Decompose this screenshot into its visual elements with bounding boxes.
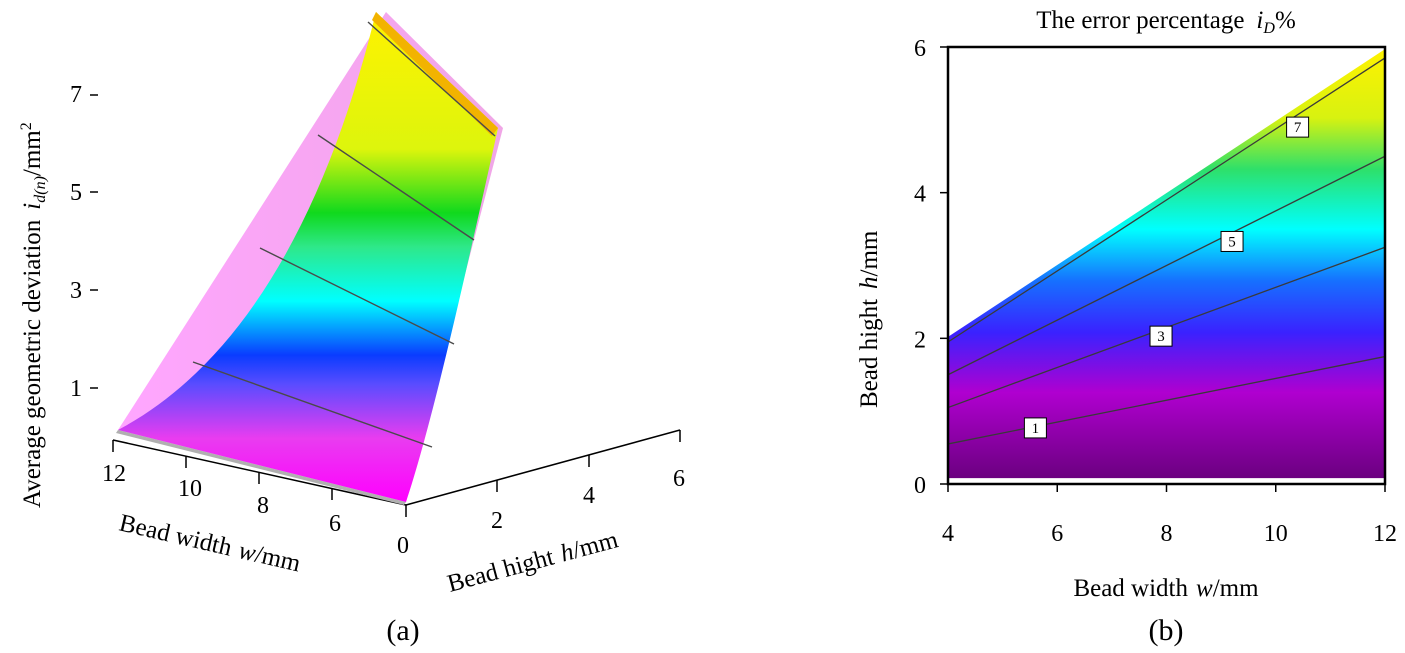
panel-a-caption: (a): [386, 614, 419, 647]
surface-contour-3: [317, 134, 475, 241]
surface-contour-2: [259, 247, 455, 345]
x-axis-title: Bead width w/mm: [1073, 575, 1259, 602]
contour-label-box-5: [1220, 230, 1244, 252]
x-axis-title-unit: /mm: [1213, 575, 1259, 602]
z-tick-labels: 1 3 5 7: [70, 82, 82, 402]
x-tick-label-6: 6: [1051, 521, 1063, 547]
surface-contour-4: [367, 21, 496, 137]
z-axis-title-sup: 2: [18, 122, 35, 130]
w-tick-10: 10: [178, 476, 202, 502]
y-axis-title-unit: /mm: [856, 230, 883, 276]
h-tick-4: 4: [583, 483, 595, 509]
y-tick-label-2: 2: [914, 327, 926, 353]
contour-title-var: i: [1256, 7, 1263, 34]
contour-line-7: [948, 57, 1385, 343]
z-tick-5: 5: [70, 180, 82, 206]
y-axis-title: Bead hight h/mm: [856, 230, 883, 408]
z-axis-title-sub: d(n): [32, 176, 49, 203]
h-tick-0: 0: [397, 533, 409, 559]
contour-title: The error percentage iD%: [1036, 7, 1296, 37]
z-axis-ticks: [90, 94, 98, 389]
w-tick-12: 12: [102, 461, 126, 487]
contour-label-box-3: [1149, 325, 1173, 347]
h-tick-6: 6: [673, 466, 685, 492]
w-tick-6: 6: [329, 511, 341, 537]
h-tick-labels: 0 2 4 6: [397, 466, 685, 559]
contour-title-prefix: The error percentage: [1036, 7, 1244, 34]
y-tick-label-6: 6: [914, 36, 926, 62]
x-tick-label-10: 10: [1264, 521, 1288, 547]
w-axis-title: Bead widthw/mm: [117, 510, 304, 578]
contour-label-1: 1: [1032, 421, 1040, 437]
contour-title-suffix: %: [1275, 7, 1296, 34]
x-axis-ticks: 4 6 8 10 12: [942, 484, 1397, 547]
x-tick-label-12: 12: [1373, 521, 1397, 547]
h-axis-title: Bead highth/mm: [445, 526, 622, 598]
z-tick-7: 7: [70, 82, 82, 108]
z-axis-title-prefix: Average geometric deviation: [19, 219, 46, 508]
w-tick-labels: 12 10 8 6: [102, 461, 341, 537]
surface-face: [118, 12, 498, 502]
contour-fill-group: [948, 49, 1385, 479]
h-axis-line: [405, 429, 681, 506]
contour-label-box-7: [1286, 116, 1310, 138]
y-axis-title-var: h: [856, 276, 883, 289]
z-tick-1: 1: [70, 376, 82, 402]
panel-b-caption: (b): [1149, 614, 1184, 647]
contour-fill-region: [948, 49, 1385, 479]
contour-labels: 1 3 5 7: [1023, 116, 1310, 439]
contour-line-1: [948, 355, 1385, 445]
contour-label-box-1: [1023, 417, 1047, 439]
y-axis-title-prefix: Bead hight: [856, 299, 883, 408]
y-axis-ticks: 0 2 4 6: [914, 36, 948, 499]
y-tick-label-4: 4: [914, 182, 926, 208]
panel-a: 1 3 5 7 Average geometric deviation id(n)…: [18, 12, 685, 647]
z-axis-title-unit: /mm: [19, 130, 46, 176]
h-axis-title-prefix: Bead hight: [445, 543, 557, 597]
h-axis-title-unit: /mm: [570, 526, 622, 564]
y-tick-label-0: 0: [914, 473, 926, 499]
panel-b: The error percentage iD% 1 3 5 7 4 6 8 10 12 0 2 4…: [856, 7, 1397, 647]
z-axis-title: Average geometric deviation id(n)/mm2: [18, 122, 49, 508]
surface-contour-1: [192, 361, 433, 448]
z-axis-title-var: i: [19, 203, 46, 210]
contour-title-sub: D: [1262, 20, 1275, 37]
contour-label-5: 5: [1228, 234, 1236, 250]
x-axis-title-prefix: Bead width: [1073, 575, 1188, 602]
w-axis-title-unit: /mm: [252, 541, 303, 578]
x-axis-title-var: w: [1196, 575, 1213, 602]
x-tick-label-4: 4: [942, 521, 954, 547]
contour-label-7: 7: [1294, 120, 1302, 136]
contour-line-5: [948, 155, 1385, 376]
surface-top-edge: [372, 12, 498, 136]
w-tick-8: 8: [257, 493, 269, 519]
surface-contours: [192, 21, 496, 448]
w-axis-title-var: w: [236, 537, 259, 567]
surface-bottom-edge: [116, 430, 406, 505]
h-tick-2: 2: [491, 508, 503, 534]
x-tick-label-8: 8: [1161, 521, 1173, 547]
floor-axes: [112, 429, 681, 517]
z-tick-3: 3: [70, 278, 82, 304]
contour-label-3: 3: [1157, 329, 1165, 345]
w-axis-title-prefix: Bead width: [117, 510, 235, 562]
